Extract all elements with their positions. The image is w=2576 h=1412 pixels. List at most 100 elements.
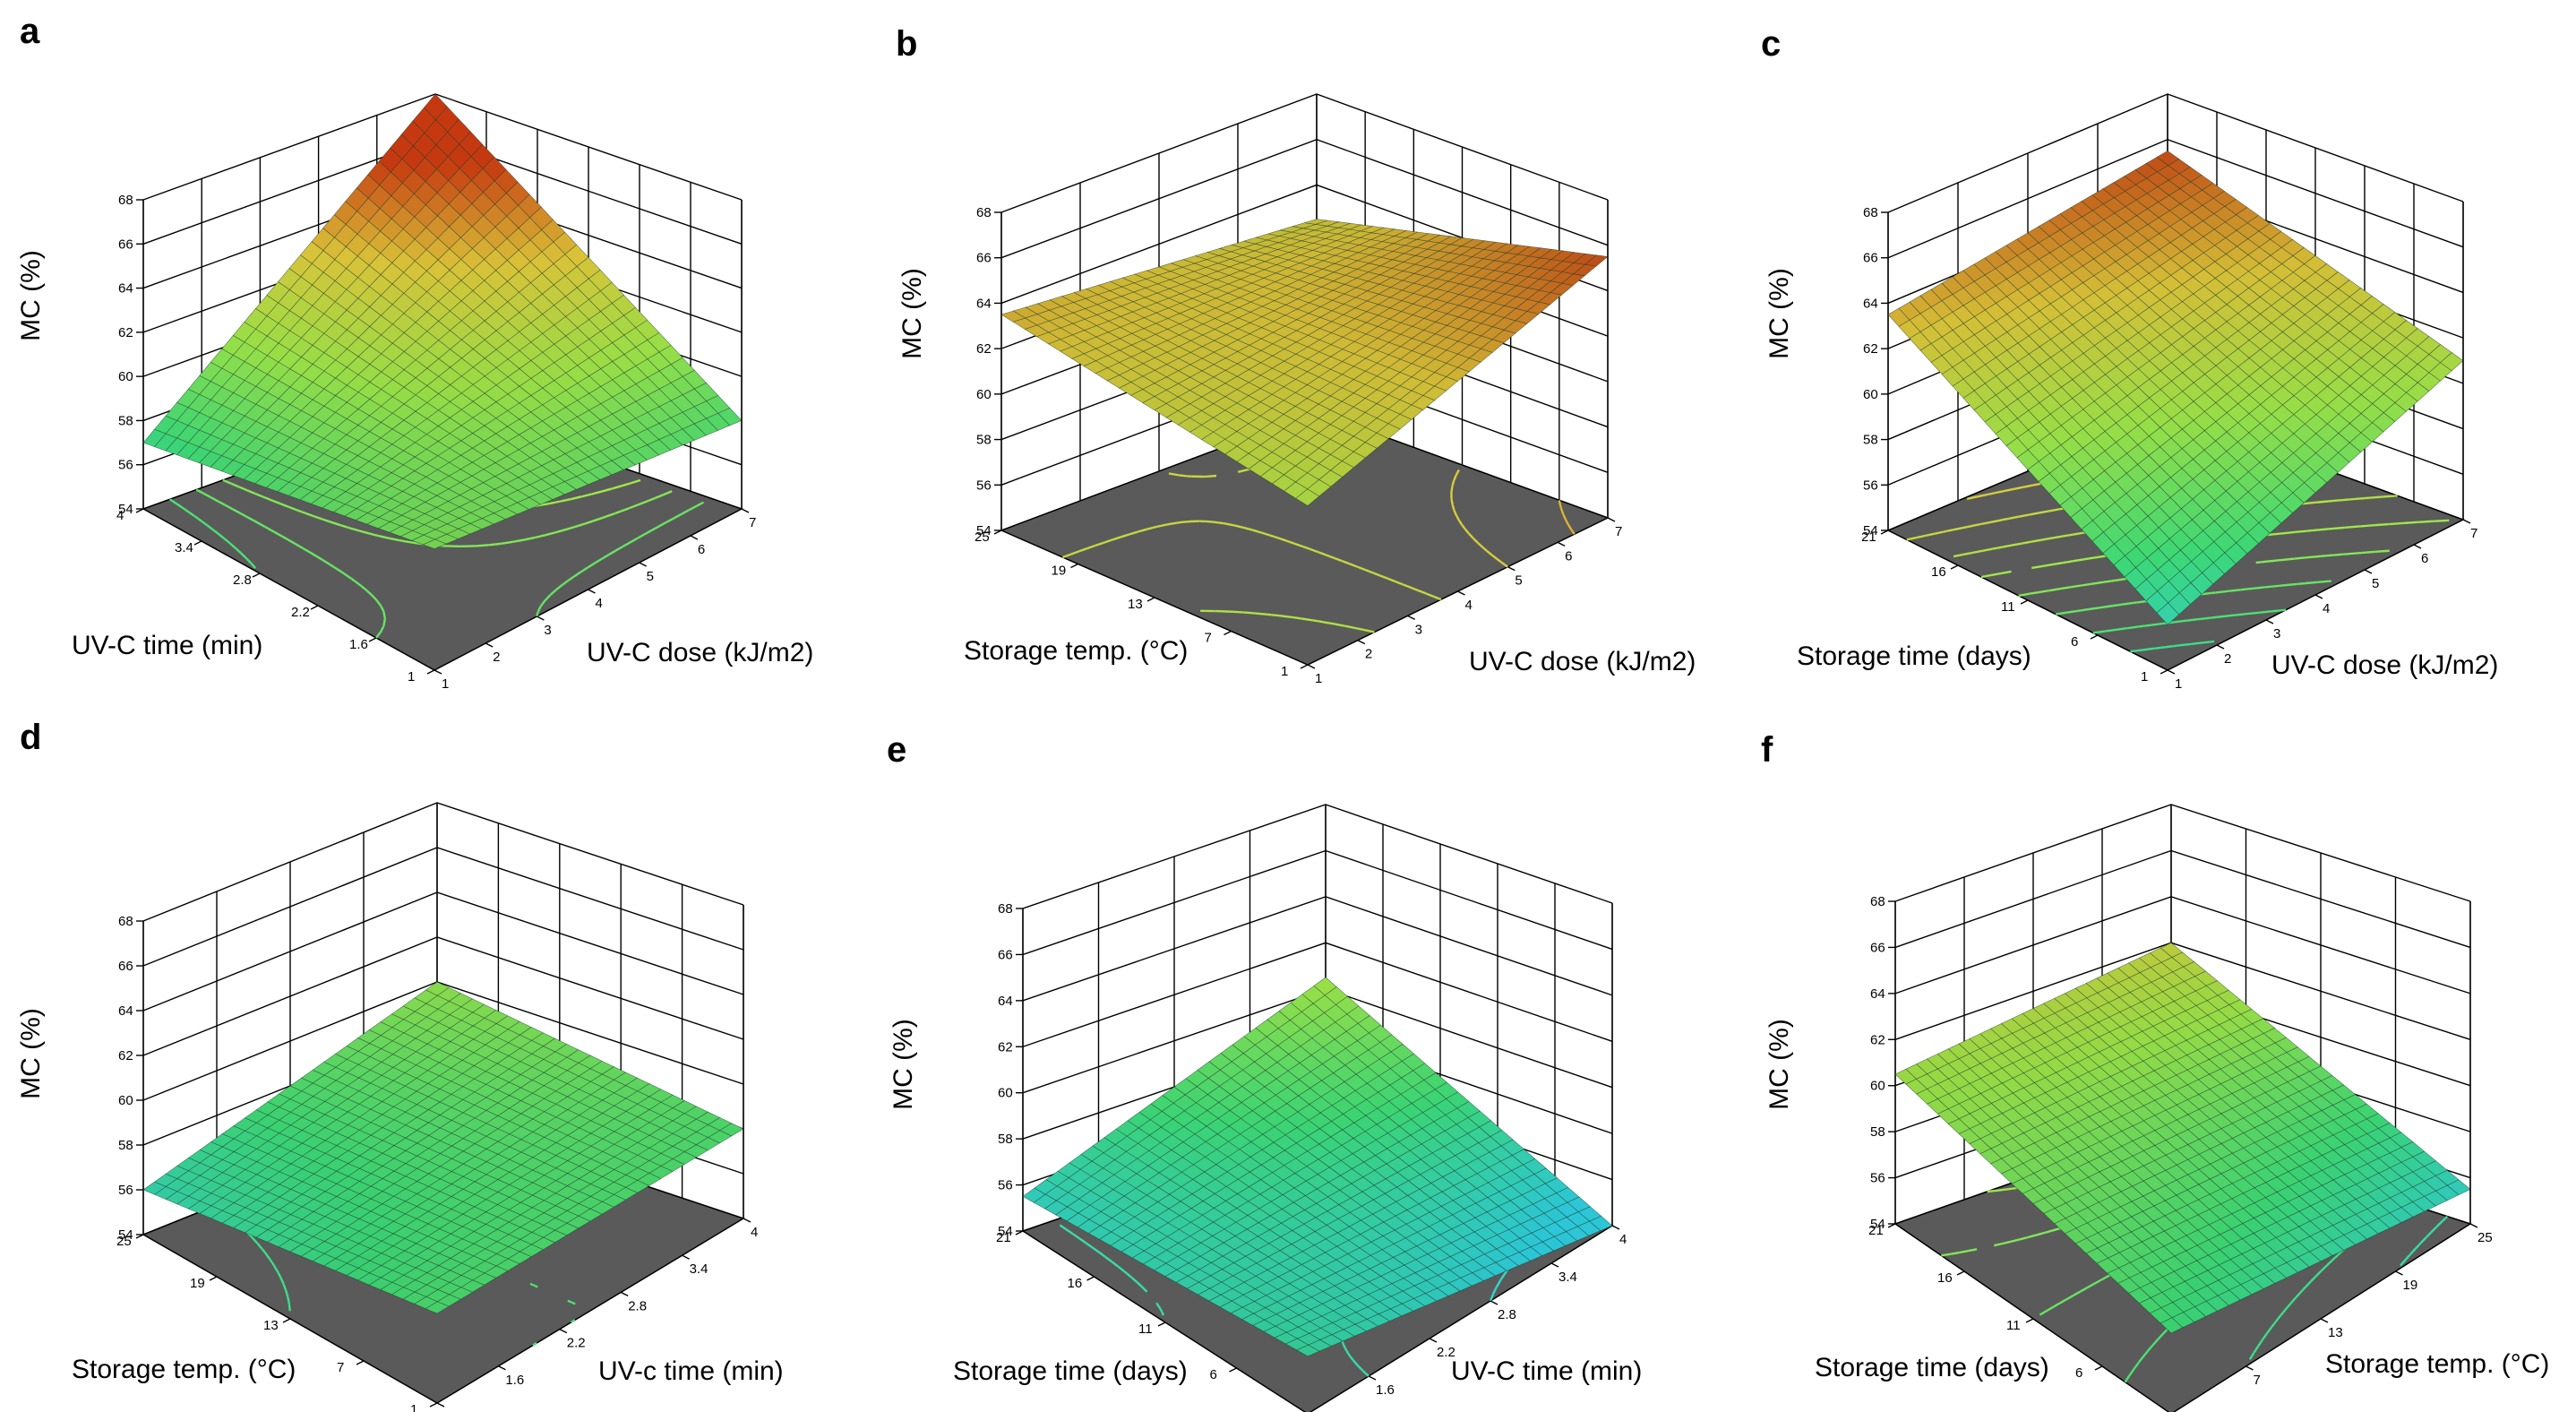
z-tick-label: 64: [976, 296, 992, 311]
z-axis-label: MC (%): [16, 250, 46, 341]
z-axis-label: MC (%): [889, 1019, 918, 1110]
response-surface: [1887, 151, 2464, 625]
response-surface: [1022, 977, 1613, 1357]
response-surface: [1000, 219, 1609, 506]
x-tick-label: 6: [698, 542, 705, 557]
z-tick-label: 58: [1870, 1124, 1885, 1140]
panel-d: d MC (%) UV-c time (min) Storage temp. (…: [16, 718, 784, 1412]
panel-f: f MC (%) Storage temp. (°C) Storage time…: [1761, 730, 2549, 1412]
z-tick-label: 64: [118, 1003, 133, 1019]
z-tick-label: 56: [1870, 1171, 1885, 1186]
x-tick-label: 19: [2403, 1278, 2418, 1293]
z-axis-label: MC (%): [897, 268, 927, 359]
y-tick-label: 11: [2001, 599, 2015, 615]
z-tick-label: 58: [1863, 433, 1878, 448]
z-axis-label: MC (%): [1765, 268, 1794, 359]
x-tick-label: 2.8: [628, 1298, 647, 1313]
z-tick-label: 66: [118, 237, 133, 252]
y-tick-label: 11: [2006, 1318, 2021, 1333]
z-tick-label: 68: [998, 901, 1013, 917]
y-tick-label: 7: [337, 1360, 344, 1375]
x-tick-label: 2.2: [1437, 1345, 1455, 1360]
y-axis-label: Storage time (days): [1797, 641, 2031, 671]
y-tick-label: 6: [2075, 1365, 2082, 1381]
z-tick-label: 58: [976, 433, 992, 448]
z-tick-label: 68: [976, 205, 992, 220]
y-axis-label: UV-C time (min): [72, 631, 262, 660]
z-tick-label: 56: [118, 458, 133, 473]
z-tick-label: 56: [118, 1183, 133, 1198]
z-tick-label: 62: [976, 341, 992, 357]
panel-letter: f: [1761, 730, 1773, 770]
x-tick-label: 7: [2470, 526, 2477, 541]
z-tick-label: 66: [976, 251, 992, 266]
z-tick-label: 54: [118, 502, 133, 517]
x-tick-label: 1: [444, 1409, 451, 1412]
y-tick-label: 13: [263, 1318, 279, 1333]
x-axis-label: Storage temp. (°C): [2325, 1349, 2549, 1379]
panel-e: e MC (%) UV-C time (min) Storage time (d…: [887, 730, 1642, 1412]
z-tick-label: 64: [118, 281, 133, 297]
z-tick-label: 68: [1870, 894, 1885, 909]
response-surface: [142, 93, 743, 549]
z-tick-label: 66: [998, 947, 1013, 962]
x-tick-label: 7: [1615, 524, 1622, 539]
panel-letter: c: [1761, 24, 1781, 64]
y-tick-label: 25: [116, 1234, 132, 1249]
y-tick-label: 4: [116, 508, 124, 523]
z-tick-label: 60: [1863, 387, 1878, 402]
y-tick-label: 16: [1937, 1270, 1953, 1286]
x-axis-label: UV-C time (min): [1451, 1356, 1642, 1386]
y-tick-label: 7: [1205, 631, 1212, 646]
panel-c: c MC (%) UV-C dose (kJ/m2) Storage time …: [1761, 24, 2498, 692]
x-tick-label: 4: [1465, 598, 1473, 613]
y-tick-label: 13: [1128, 597, 1143, 612]
panel-a: a MC (%) UV-C dose (kJ/m2) UV-C time (mi…: [16, 12, 813, 692]
x-tick-label: 2.8: [1498, 1307, 1516, 1322]
y-axis-label: Storage temp. (°C): [72, 1355, 296, 1384]
y-tick-label: 21: [1861, 530, 1876, 545]
z-tick-label: 54: [1863, 523, 1878, 538]
z-tick-label: 56: [976, 478, 992, 493]
y-tick-label: 1: [2141, 669, 2148, 684]
x-tick-label: 3: [544, 623, 551, 638]
y-tick-label: 2.8: [233, 573, 252, 588]
y-tick-label: 16: [1068, 1276, 1083, 1291]
z-tick-label: 62: [118, 1048, 133, 1063]
z-axis-label: MC (%): [1765, 1019, 1794, 1110]
y-tick-label: 21: [1868, 1223, 1884, 1238]
x-tick-label: 1: [442, 676, 449, 692]
x-tick-label: 5: [647, 569, 654, 584]
panel-letter: d: [20, 718, 41, 757]
z-tick-label: 56: [1863, 478, 1878, 493]
response-surface: [1894, 942, 2471, 1334]
z-tick-label: 64: [1863, 296, 1878, 311]
surface-plot: 54565860626466681611162111.62.22.83.44: [996, 804, 1627, 1412]
surface-plot: 54565860626466681611162117131925: [1868, 804, 2493, 1412]
z-tick-label: 58: [118, 413, 133, 428]
x-tick-label: 1.6: [1376, 1382, 1395, 1398]
y-tick-label: 19: [1052, 564, 1067, 579]
response-surface: [142, 981, 744, 1314]
x-tick-label: 6: [1565, 548, 1572, 564]
x-tick-label: 5: [2372, 576, 2379, 591]
x-tick-label: 4: [1619, 1232, 1627, 1247]
z-tick-label: 68: [1863, 205, 1878, 220]
z-axis-label: MC (%): [16, 1008, 46, 1099]
x-tick-label: 4: [751, 1225, 758, 1240]
z-tick-label: 68: [118, 914, 133, 929]
panel-b: b MC (%) UV-C dose (kJ/m2) Storage temp.…: [896, 24, 1696, 686]
x-tick-label: 3: [1415, 622, 1422, 637]
x-axis-label: UV-C dose (kJ/m2): [587, 638, 813, 667]
y-axis-label: Storage time (days): [1815, 1353, 2049, 1382]
z-tick-label: 60: [998, 1086, 1013, 1101]
x-tick-label: 4: [596, 596, 603, 611]
x-tick-label: 3: [2273, 626, 2280, 641]
y-tick-label: 1: [1281, 664, 1288, 679]
x-tick-label: 7: [2254, 1373, 2261, 1388]
z-tick-label: 64: [1870, 986, 1885, 1002]
z-tick-label: 62: [1870, 1032, 1885, 1047]
x-tick-label: 3.4: [690, 1261, 708, 1277]
x-tick-label: 2.2: [567, 1336, 586, 1351]
